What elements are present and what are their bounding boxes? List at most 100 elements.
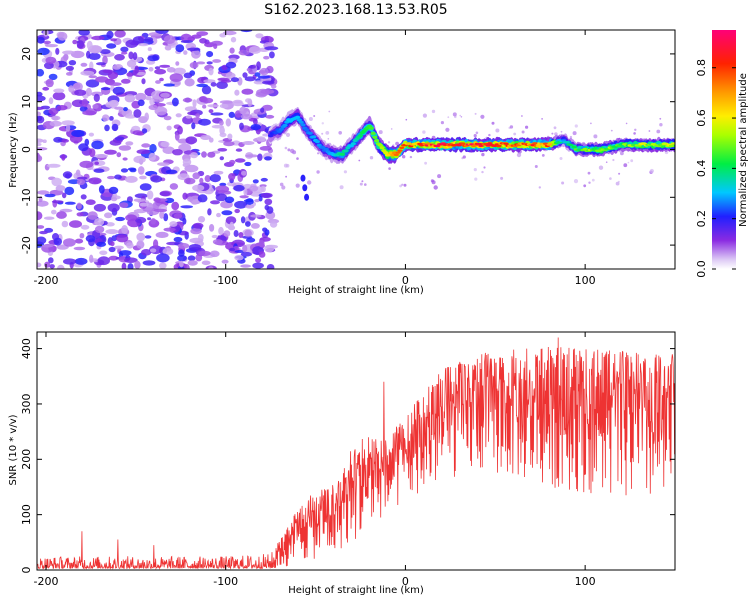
heatmap-noise-cell xyxy=(255,33,264,39)
heatmap-noise-cell xyxy=(144,112,149,121)
heatmap-noise-cell xyxy=(99,250,108,256)
heatmap-noise-cell xyxy=(256,136,266,142)
heatmap-noise-cell xyxy=(149,248,157,253)
heatmap-noise-cell xyxy=(249,185,259,192)
heatmap-noise-cell xyxy=(264,46,279,51)
heatmap-noise-cell xyxy=(94,154,108,158)
heatmap-noise-cell xyxy=(239,195,249,199)
heatmap-noise-cell xyxy=(136,240,145,249)
heatmap-noise-cell xyxy=(361,180,364,183)
heatmap-noise-cell xyxy=(364,183,367,186)
heatmap-noise-cell xyxy=(245,98,252,103)
heatmap-noise-cell xyxy=(139,175,147,180)
heatmap-noise-cell xyxy=(227,133,233,140)
heatmap-noise-cell xyxy=(37,47,50,56)
heatmap-noise-cell xyxy=(141,78,146,85)
heatmap-noise-cell xyxy=(212,239,223,245)
heatmap-noise-cell xyxy=(108,186,119,194)
heatmap-noise-cell xyxy=(208,266,214,269)
heatmap-noise-cell xyxy=(409,155,413,159)
heatmap-noise-cell xyxy=(106,43,117,49)
heatmap-noise-cell xyxy=(44,261,51,268)
heatmap-noise-cell xyxy=(82,110,97,116)
heatmap-noise-cell xyxy=(120,168,129,173)
heatmap-ridge-cell xyxy=(379,146,385,150)
heatmap-noise-cell xyxy=(190,227,202,235)
heatmap-noise-cell xyxy=(159,77,164,82)
heatmap-noise-cell xyxy=(238,49,250,56)
heatmap-noise-cell xyxy=(620,151,624,156)
heatmap-noise-cell xyxy=(196,31,209,36)
heatmap-noise-cell xyxy=(125,39,138,48)
heatmap-noise-cell xyxy=(219,156,224,161)
heatmap-noise-cell xyxy=(154,68,167,75)
heatmap-noise-cell xyxy=(259,67,269,76)
heatmap-noise-cell xyxy=(141,128,148,134)
heatmap-ridge-cell xyxy=(314,140,320,144)
heatmap-noise-cell xyxy=(209,250,220,258)
heatmap-ridge-cell xyxy=(368,126,374,130)
heatmap-noise-cell xyxy=(123,107,128,112)
snr-frame xyxy=(36,331,676,571)
heatmap-ridge-cell xyxy=(302,184,308,192)
heatmap-noise-cell xyxy=(91,140,104,150)
heatmap-noise-cell xyxy=(560,130,563,133)
heatmap-noise-cell xyxy=(239,122,244,130)
heatmap-noise-cell xyxy=(94,161,99,165)
heatmap-ridge-cell xyxy=(323,147,329,151)
heatmap-noise-cell xyxy=(459,114,462,117)
heatmap-noise-cell xyxy=(561,181,565,185)
heatmap-noise-cell xyxy=(430,179,434,183)
spectrogram-y-label: Frequency (Hz) xyxy=(8,112,19,188)
heatmap-noise-cell xyxy=(257,75,271,79)
heatmap-noise-cell xyxy=(42,139,47,143)
heatmap-noise-cell xyxy=(185,115,192,119)
heatmap-noise-cell xyxy=(135,92,147,102)
heatmap-noise-cell xyxy=(110,241,115,247)
heatmap-noise-cell xyxy=(202,97,214,104)
heatmap-noise-cell xyxy=(252,179,259,184)
heatmap-noise-cell xyxy=(295,183,300,188)
heatmap-noise-cell xyxy=(125,141,134,146)
heatmap-noise-cell xyxy=(201,260,211,266)
heatmap-noise-cell xyxy=(321,122,324,125)
heatmap-noise-cell xyxy=(388,167,391,170)
heatmap-noise-cell xyxy=(262,80,275,85)
colorbar-tick-label: 0.0 xyxy=(695,260,708,278)
heatmap-noise-cell xyxy=(338,131,343,135)
heatmap-noise-cell xyxy=(424,161,427,165)
heatmap-noise-cell xyxy=(37,106,44,111)
heatmap-noise-cell xyxy=(225,72,236,79)
heatmap-noise-cell xyxy=(259,146,272,151)
heatmap-noise-cell xyxy=(222,30,237,36)
heatmap-noise-cell xyxy=(221,79,232,83)
heatmap-ridge-cell xyxy=(370,131,376,135)
heatmap-noise-cell xyxy=(240,113,253,120)
y-tick-label: 400 xyxy=(20,338,33,359)
heatmap-noise-cell xyxy=(136,71,146,76)
heatmap-ridge-cell xyxy=(343,149,349,153)
heatmap-noise-cell xyxy=(74,89,87,96)
heatmap-noise-cell xyxy=(264,198,273,205)
heatmap-noise-cell xyxy=(244,76,256,82)
heatmap-noise-cell xyxy=(618,172,621,175)
heatmap-noise-cell xyxy=(623,163,628,168)
heatmap-noise-cell xyxy=(343,170,347,174)
heatmap-noise-cell xyxy=(127,263,134,269)
heatmap-noise-cell xyxy=(149,143,157,153)
heatmap-ridge-cell xyxy=(582,147,588,151)
heatmap-noise-cell xyxy=(233,184,245,192)
heatmap-ridge-cell xyxy=(350,142,356,146)
heatmap-noise-cell xyxy=(121,78,131,84)
heatmap-noise-cell xyxy=(65,124,71,132)
heatmap-noise-cell xyxy=(96,241,107,247)
heatmap-noise-cell xyxy=(172,97,179,107)
heatmap-noise-cell xyxy=(173,67,186,76)
heatmap-noise-cell xyxy=(200,134,212,140)
heatmap-noise-cell xyxy=(185,136,198,145)
heatmap-noise-cell xyxy=(89,148,96,158)
heatmap-noise-cell xyxy=(262,227,268,233)
heatmap-noise-cell xyxy=(656,129,661,134)
heatmap-ridge-cell xyxy=(393,153,399,157)
heatmap-noise-cell xyxy=(48,73,58,81)
